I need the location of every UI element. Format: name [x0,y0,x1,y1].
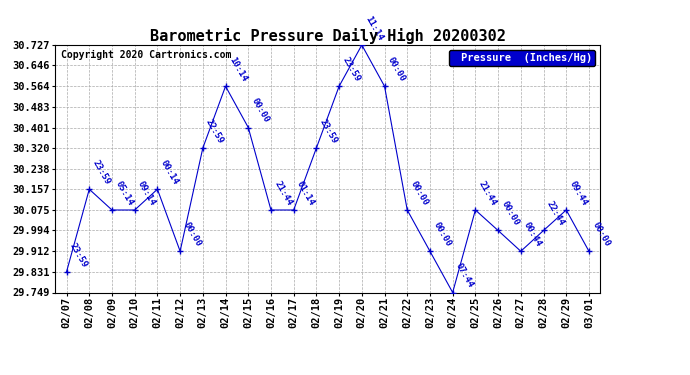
Title: Barometric Pressure Daily High 20200302: Barometric Pressure Daily High 20200302 [150,28,506,44]
Text: 21:44: 21:44 [273,180,293,207]
Text: 09:44: 09:44 [568,180,589,207]
Legend: Pressure  (Inches/Hg): Pressure (Inches/Hg) [449,50,595,66]
Text: 23:59: 23:59 [340,56,362,84]
Text: 22:59: 22:59 [204,117,226,145]
Text: 07:44: 07:44 [454,262,475,290]
Text: 00:00: 00:00 [500,200,521,228]
Text: 10:14: 10:14 [227,56,248,84]
Text: 00:00: 00:00 [431,221,453,249]
Text: 00:00: 00:00 [250,97,271,125]
Text: Copyright 2020 Cartronics.com: Copyright 2020 Cartronics.com [61,50,231,60]
Text: 22:44: 22:44 [545,200,566,228]
Text: 00:00: 00:00 [386,56,407,84]
Text: 21:44: 21:44 [477,180,498,207]
Text: 11:14: 11:14 [363,15,384,42]
Text: 05:14: 05:14 [113,180,135,207]
Text: 23:59: 23:59 [318,117,339,145]
Text: 23:59: 23:59 [68,241,89,269]
Text: 23:59: 23:59 [90,159,112,186]
Text: 00:00: 00:00 [181,221,203,249]
Text: 00:14: 00:14 [159,159,180,186]
Text: 00:00: 00:00 [408,180,430,207]
Text: 00:44: 00:44 [522,221,544,249]
Text: 01:14: 01:14 [295,180,316,207]
Text: 09:14: 09:14 [136,180,157,207]
Text: 00:00: 00:00 [591,221,611,249]
